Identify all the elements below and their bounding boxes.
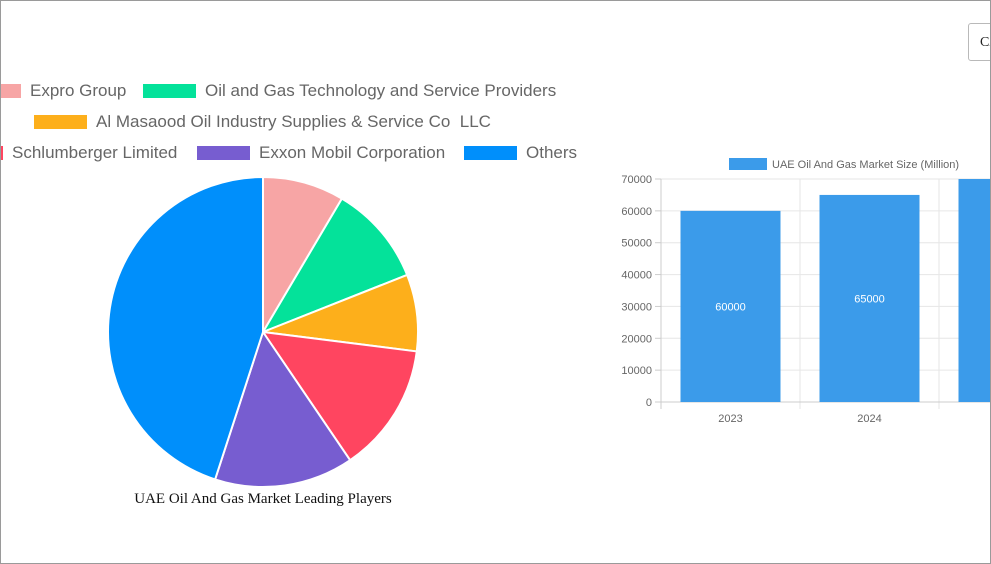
legend-label-exxon-mobil: Exxon Mobil Corporation	[259, 143, 446, 162]
x-tick-label-2024: 2024	[857, 413, 881, 425]
legend-label-expro-group: Expro Group	[30, 81, 127, 100]
legend-swatch-al-masaood	[34, 115, 87, 129]
bar-legend-label: UAE Oil And Gas Market Size (Million)	[772, 159, 959, 171]
y-tick-label: 60000	[621, 206, 652, 218]
pie-legend-row-3: Schlumberger Limited Exxon Mobil Corpora…	[1, 143, 601, 163]
pie-slice-exxon-mobil-corporation[interactable]	[213, 329, 352, 488]
bar-2023[interactable]	[680, 210, 781, 402]
corner-button[interactable]: CA	[968, 23, 990, 61]
bar-data-label-2024: 65000	[854, 293, 885, 305]
pie-slice-schlumberger-limited[interactable]	[260, 330, 418, 462]
legend-label-oil-and-gas-technology: Oil and Gas Technology and Service Provi…	[205, 81, 557, 100]
legend-swatch-schlumberger	[1, 146, 3, 160]
y-tick-label: 10000	[621, 365, 652, 377]
x-tick-label-2023: 2023	[718, 413, 742, 425]
bar-2025[interactable]	[958, 179, 991, 402]
y-tick-label: 50000	[621, 238, 652, 250]
y-tick-label: 70000	[621, 174, 652, 186]
pie-legend-row-1: Expro Group Oil and Gas Technology and S…	[1, 81, 601, 101]
legend-swatch-exxon-mobil	[197, 146, 250, 160]
y-tick-label: 40000	[621, 270, 652, 282]
y-tick-label: 0	[646, 397, 652, 409]
legend-label-others: Others	[526, 143, 578, 162]
pie-slice-others[interactable]	[107, 175, 264, 481]
y-tick-label: 20000	[621, 333, 652, 345]
y-tick-label: 30000	[621, 301, 652, 313]
bar-legend-swatch[interactable]	[729, 158, 767, 170]
pie-chart-title: UAE Oil And Gas Market Leading Players	[134, 491, 392, 507]
legend-label-al-masaood: Al Masaood Oil Industry Supplies & Servi…	[96, 112, 491, 131]
legend-label-schlumberger: Schlumberger Limited	[12, 143, 178, 162]
bar-2024[interactable]	[819, 194, 920, 402]
bar-data-label-2023: 60000	[715, 301, 746, 313]
pie-legend-row-2: Al Masaood Oil Industry Supplies & Servi…	[1, 112, 601, 132]
legend-swatch-expro-group	[1, 84, 21, 98]
pie-slice-oil-and-gas-technology-and-service-providers[interactable]	[260, 197, 409, 335]
legend-swatch-oil-and-gas-technology	[143, 84, 196, 98]
legend-swatch-others	[464, 146, 517, 160]
